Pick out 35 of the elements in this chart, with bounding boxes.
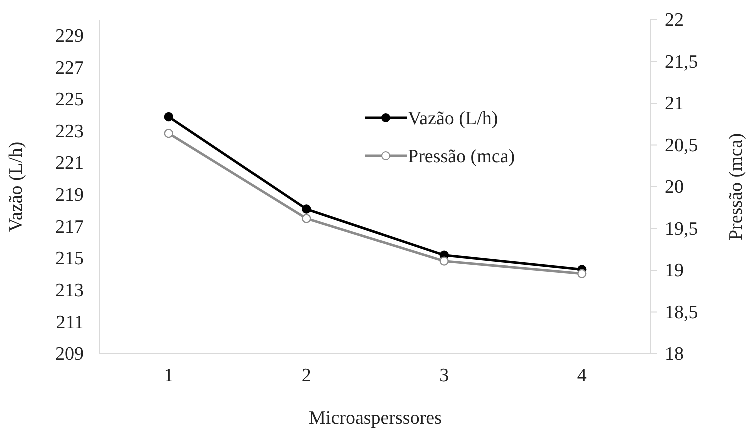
y-tick-label: 215 [56, 248, 84, 270]
y-tick-label: 209 [56, 344, 84, 366]
y-tick-label: 221 [56, 153, 84, 174]
y2-tick-label: 21 [665, 94, 684, 115]
point [302, 204, 312, 214]
y-tick-label: 229 [56, 26, 84, 47]
y2-tick-label: 19,5 [665, 218, 698, 240]
y2-tick-label: 21,5 [665, 52, 698, 73]
y-tick-label: 211 [56, 312, 84, 334]
y-tick-label: 219 [56, 185, 84, 206]
legend-label: Vazão (L/h) [408, 108, 498, 130]
point [164, 128, 174, 138]
x-tick-label: 3 [440, 365, 450, 386]
y2-axis-title: Pressão (mca) [726, 133, 747, 241]
y-tick-label: 223 [56, 121, 84, 142]
y-axis-title: Vazão (L/h) [6, 142, 27, 232]
y-tick-label: 213 [56, 280, 84, 302]
point [578, 269, 587, 278]
y-tick-label: 217 [56, 216, 84, 238]
x-tick-label: 2 [302, 365, 312, 386]
y-tick-label: 227 [56, 58, 84, 79]
y2-tick-label: 20,5 [665, 135, 698, 156]
point [164, 112, 174, 122]
x-tick-label: 1 [164, 365, 174, 386]
legend-label: Pressão (mca) [408, 146, 516, 168]
y2-tick-label: 18 [665, 344, 684, 366]
y-tick-label: 225 [56, 90, 84, 111]
point [440, 256, 449, 266]
y2-tick-label: 22 [665, 10, 684, 32]
y2-tick-label: 18,5 [665, 302, 698, 324]
point [302, 214, 312, 224]
x-tick-label: 4 [577, 365, 588, 386]
y2-tick-label: 20 [665, 177, 684, 198]
x-axis-title: Microasperssores [309, 408, 442, 429]
y2-tick-label: 19 [665, 260, 684, 282]
